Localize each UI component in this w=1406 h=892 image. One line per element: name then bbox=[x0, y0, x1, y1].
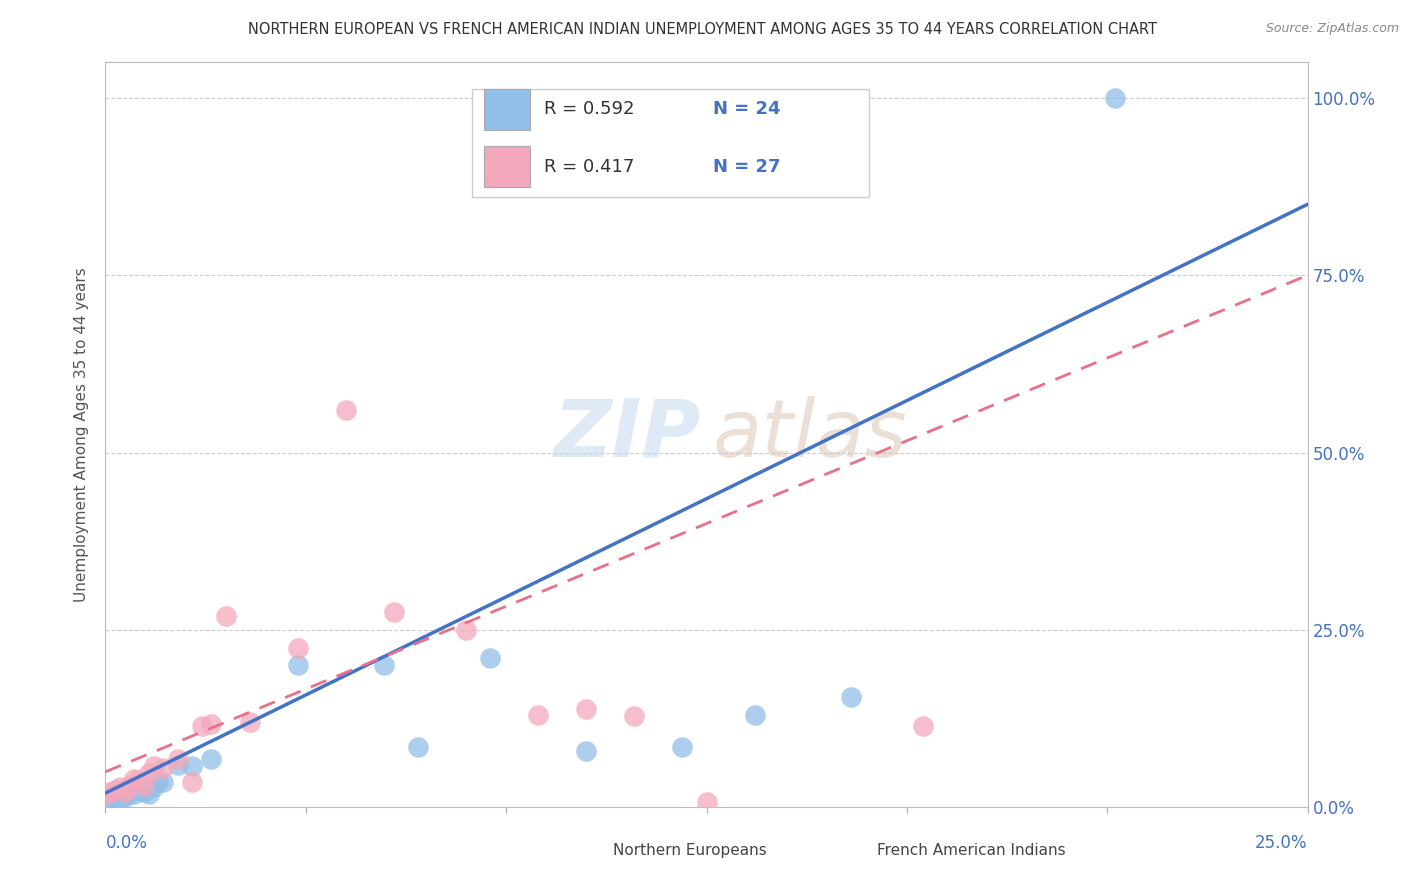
Point bbox=[454, 623, 477, 637]
Point bbox=[94, 797, 117, 811]
Point bbox=[335, 403, 357, 417]
Point bbox=[142, 759, 165, 773]
Text: 0.0%: 0.0% bbox=[105, 834, 148, 852]
Point bbox=[287, 658, 309, 673]
Point bbox=[124, 772, 146, 786]
Point bbox=[108, 793, 131, 807]
Point bbox=[124, 788, 146, 802]
Point bbox=[152, 761, 174, 775]
Text: N = 27: N = 27 bbox=[713, 158, 780, 176]
Point bbox=[166, 752, 188, 766]
Point bbox=[94, 788, 117, 802]
Point bbox=[200, 752, 222, 766]
Point bbox=[1104, 91, 1126, 105]
Point bbox=[239, 715, 262, 730]
Point bbox=[138, 788, 160, 802]
Point bbox=[98, 785, 121, 799]
Point bbox=[696, 795, 718, 809]
Point bbox=[181, 759, 204, 773]
Y-axis label: Unemployment Among Ages 35 to 44 years: Unemployment Among Ages 35 to 44 years bbox=[75, 268, 90, 602]
Bar bbox=[484, 89, 530, 130]
Point bbox=[132, 785, 155, 799]
Point bbox=[152, 775, 174, 789]
Point bbox=[382, 605, 405, 619]
Point bbox=[104, 791, 127, 805]
Text: French American Indians: French American Indians bbox=[877, 843, 1066, 858]
Text: Northern Europeans: Northern Europeans bbox=[613, 843, 766, 858]
Point bbox=[148, 775, 170, 789]
Point bbox=[128, 782, 150, 797]
Text: ZIP: ZIP bbox=[553, 396, 700, 474]
Point bbox=[575, 702, 598, 716]
Point bbox=[190, 719, 212, 733]
Point bbox=[911, 719, 934, 733]
Point bbox=[575, 743, 598, 757]
Point bbox=[744, 708, 766, 723]
Bar bbox=[827, 837, 865, 868]
Point bbox=[839, 690, 862, 705]
Point bbox=[138, 766, 160, 780]
Point bbox=[406, 739, 429, 754]
Text: 25.0%: 25.0% bbox=[1256, 834, 1308, 852]
Text: R = 0.417: R = 0.417 bbox=[544, 158, 634, 176]
Point bbox=[108, 780, 131, 795]
Point bbox=[118, 786, 141, 800]
Point bbox=[623, 709, 645, 723]
Text: NORTHERN EUROPEAN VS FRENCH AMERICAN INDIAN UNEMPLOYMENT AMONG AGES 35 TO 44 YEA: NORTHERN EUROPEAN VS FRENCH AMERICAN IND… bbox=[249, 22, 1157, 37]
Point bbox=[214, 608, 236, 623]
Text: Source: ZipAtlas.com: Source: ZipAtlas.com bbox=[1265, 22, 1399, 36]
Point bbox=[132, 779, 155, 793]
Point bbox=[200, 716, 222, 731]
Point bbox=[671, 739, 693, 754]
Point bbox=[118, 779, 141, 793]
Point bbox=[373, 658, 395, 673]
Point bbox=[128, 773, 150, 788]
Text: R = 0.592: R = 0.592 bbox=[544, 101, 634, 119]
Point bbox=[527, 708, 550, 723]
FancyBboxPatch shape bbox=[472, 88, 869, 196]
Text: atlas: atlas bbox=[713, 396, 907, 474]
Point bbox=[479, 651, 502, 665]
Point bbox=[181, 775, 204, 789]
Point bbox=[114, 789, 136, 804]
Point bbox=[142, 780, 165, 795]
Bar bbox=[484, 146, 530, 187]
Point bbox=[287, 640, 309, 655]
Bar bbox=[562, 837, 600, 868]
Point bbox=[114, 785, 136, 799]
Point bbox=[104, 782, 127, 797]
Point bbox=[166, 757, 188, 772]
Text: N = 24: N = 24 bbox=[713, 101, 780, 119]
